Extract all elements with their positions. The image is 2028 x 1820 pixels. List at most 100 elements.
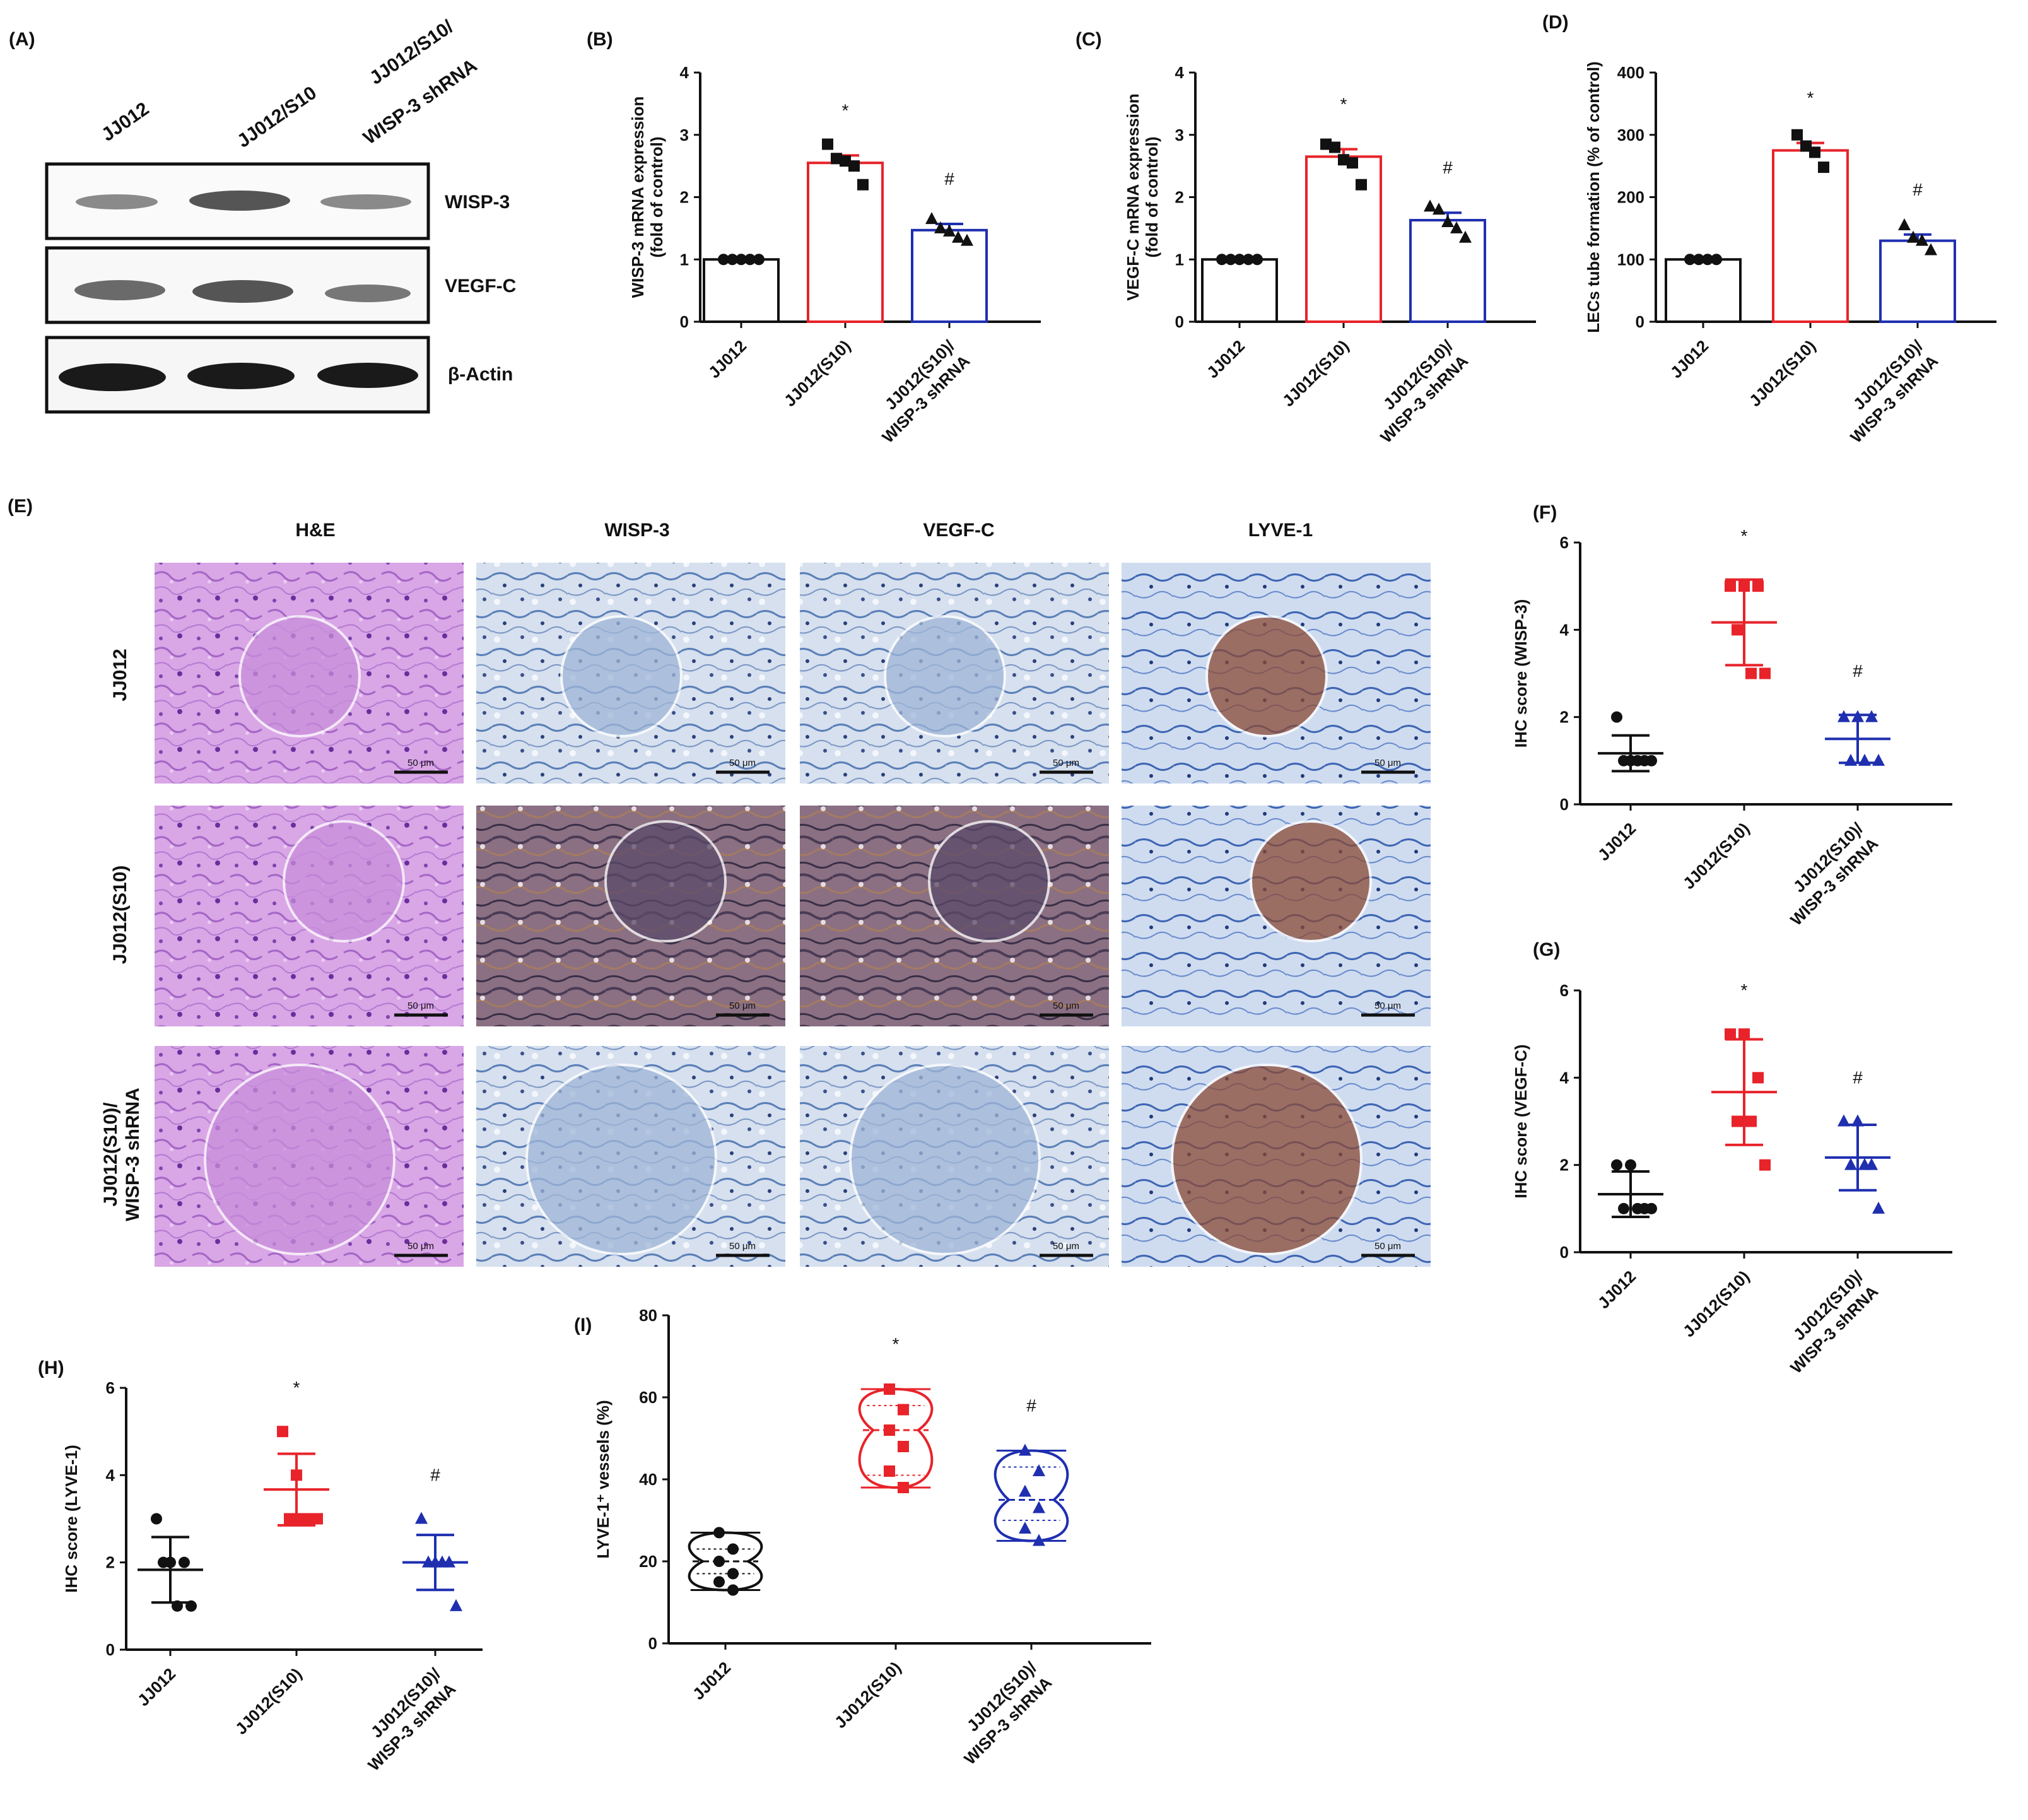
band-actin-2 [187, 363, 295, 389]
data-point [1745, 667, 1757, 679]
data-point [1356, 179, 1367, 191]
band-vegfc-2 [192, 280, 293, 303]
data-point [713, 1556, 725, 1567]
data-point [1611, 711, 1622, 723]
data-point [1858, 1158, 1871, 1170]
y-tick-label: 3 [1175, 126, 1184, 144]
bar-2 [911, 228, 988, 323]
y-tick-label: 2 [106, 1553, 115, 1572]
tissue-nodule-r1-c3 [1250, 820, 1372, 942]
violin-1 [858, 1387, 934, 1489]
scale-bar-label-r1-c2: 50 μm [1053, 1001, 1079, 1011]
bar-1 [1772, 149, 1849, 323]
x-category-label: JJ012(S10) [831, 1658, 905, 1732]
y-tick-label: 0 [1636, 312, 1644, 331]
significance-mark: # [1853, 661, 1863, 681]
scale-bar-label-r1-c0: 50 μm [407, 1001, 434, 1011]
data-point [736, 254, 747, 266]
data-point [1234, 254, 1245, 266]
y-tick-label: 6 [106, 1378, 115, 1397]
bar-0 [1201, 258, 1278, 323]
row-label-jj012: JJ012 [110, 649, 131, 701]
data-point [840, 155, 851, 167]
band-label-actin: β-Actin [448, 364, 513, 385]
data-point [284, 1513, 295, 1525]
y-axis-label: LYVE-1⁺ vessels (%) [594, 1400, 613, 1558]
panel-label-g: (G) [1533, 939, 1560, 960]
data-point [298, 1513, 309, 1525]
lane-label-jj012: JJ012 [98, 98, 153, 146]
tissue-nodule-r2-c1 [525, 1064, 717, 1255]
y-tick-label: 4 [1560, 1068, 1569, 1087]
band-actin-1 [59, 363, 166, 391]
y-tick-label: 400 [1617, 63, 1644, 82]
x-category-label: JJ012(S10) [1745, 336, 1819, 410]
data-point [1646, 1202, 1657, 1214]
data-point [1725, 1028, 1736, 1040]
y-axis-label-line2: (fold of control) [647, 136, 666, 257]
significance-mark: # [430, 1465, 440, 1485]
significance-mark: * [842, 100, 849, 120]
data-point [1693, 254, 1704, 266]
data-point [1611, 1159, 1622, 1171]
data-point [1684, 254, 1696, 266]
data-point [1725, 580, 1736, 592]
y-tick-label: 1 [1175, 250, 1184, 269]
data-point [1450, 221, 1463, 233]
data-point [713, 1527, 725, 1539]
y-tick-label: 0 [680, 312, 689, 331]
scale-bar-label-r1-c3: 50 μm [1374, 1001, 1401, 1011]
data-point [1424, 199, 1436, 212]
data-point [822, 138, 833, 150]
panel-label-a: (A) [9, 29, 35, 50]
band-wisp3-2 [189, 191, 290, 211]
histology-row-labels: JJ012 JJ012(S10) JJ012(S10)/WISP-3 shRNA [100, 649, 143, 1221]
data-point [1702, 254, 1713, 266]
y-tick-label: 200 [1617, 188, 1644, 207]
data-point [1338, 154, 1349, 166]
scale-bar-label-r1-c1: 50 μm [729, 1001, 756, 1011]
significance-mark: # [1026, 1396, 1036, 1416]
data-point [1759, 667, 1771, 679]
bar-0 [703, 258, 780, 323]
tissue-nodule-r0-c1 [560, 615, 683, 737]
data-point [1433, 203, 1445, 215]
data-point [1019, 1443, 1031, 1456]
data-point [1625, 1159, 1636, 1171]
data-point [1752, 580, 1764, 592]
tissue-nodule-r2-c2 [849, 1064, 1041, 1255]
data-point [898, 1482, 909, 1493]
significance-mark: * [293, 1378, 300, 1397]
data-point [898, 1441, 909, 1452]
scale-bar-label-r0-c1: 50 μm [729, 758, 756, 768]
data-point [1851, 1114, 1864, 1127]
y-tick-label: 0 [648, 1634, 657, 1653]
chart-panel-i: (I) 0 20 40 60 80 LYVE-1⁺ vessels (%) JJ012 JJ01… [574, 1306, 1151, 1768]
data-point [415, 1512, 428, 1524]
data-point [727, 254, 738, 266]
data-point [1441, 215, 1454, 227]
data-point [1844, 1158, 1857, 1170]
bar-2 [1409, 219, 1486, 323]
y-axis-label-line2: (fold of control) [1142, 136, 1161, 257]
scale-bar-label-r2-c1: 50 μm [729, 1241, 756, 1252]
data-point [1838, 1114, 1850, 1127]
bar-1 [807, 161, 884, 323]
scale-bar-label-r0-c2: 50 μm [1053, 758, 1079, 768]
panel-label-i: (I) [574, 1315, 592, 1336]
data-point [1216, 254, 1228, 266]
chart-panel-b: (B) 0 1 2 3 4 WISP-3 mRNA expression (fold of c… [587, 29, 1041, 447]
y-tick-label: 1 [680, 250, 689, 269]
data-point [934, 221, 947, 233]
y-tick-label: 0 [1560, 1243, 1569, 1262]
column-header-3: LYVE-1 [1248, 520, 1313, 541]
data-point [1752, 1072, 1764, 1084]
tissue-nodule-r2-c3 [1171, 1064, 1363, 1255]
row-label-shrna-line2: WISP-3 shRNA [122, 1088, 143, 1221]
y-axis-label: VEGF-C mRNA expression [1123, 93, 1142, 300]
y-tick-label: 2 [680, 188, 689, 207]
significance-mark: # [1443, 158, 1453, 177]
y-tick-label: 100 [1617, 250, 1644, 269]
bar-2 [1879, 239, 1956, 323]
